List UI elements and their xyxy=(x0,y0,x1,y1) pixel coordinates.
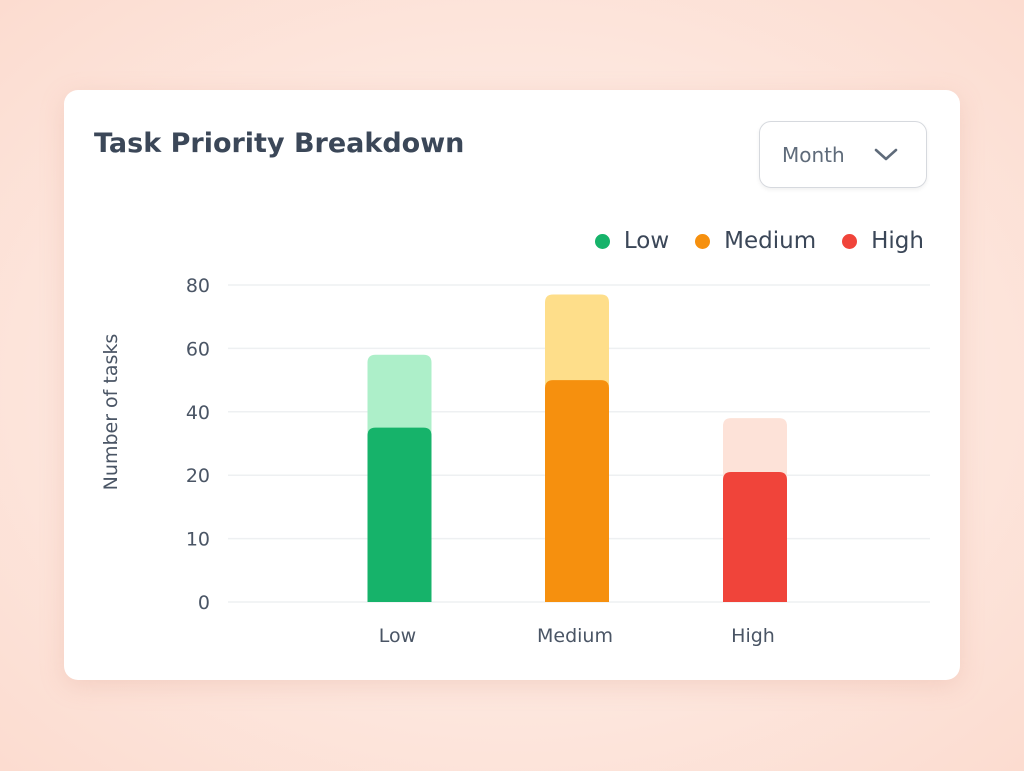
y-tick-label: 40 xyxy=(186,402,210,424)
legend-dot xyxy=(594,233,610,249)
bar-completed-high xyxy=(723,472,787,602)
legend-label: High xyxy=(871,228,924,254)
period-dropdown-value: Month xyxy=(782,142,845,167)
bar-completed-medium xyxy=(545,380,609,602)
period-dropdown[interactable]: Month xyxy=(759,121,927,188)
chart-card: Task Priority Breakdown Month Low Medium H… xyxy=(64,90,960,680)
legend-dot xyxy=(695,233,711,249)
y-tick-label: 60 xyxy=(186,338,210,360)
legend-item-medium: Medium xyxy=(695,228,816,254)
x-tick-label: High xyxy=(731,625,775,647)
y-axis-label: Number of tasks xyxy=(100,334,122,491)
y-tick-label: 20 xyxy=(186,465,210,487)
bar-completed-low xyxy=(367,427,432,602)
chevron-down-icon xyxy=(874,148,898,161)
x-tick-label: Medium xyxy=(537,625,613,647)
y-tick-label: 0 xyxy=(198,592,210,614)
legend-label: Low xyxy=(623,228,670,254)
y-tick-label: 80 xyxy=(186,275,210,297)
y-tick-label: 10 xyxy=(186,529,210,551)
legend-item-high: High xyxy=(842,228,924,254)
chart-legend: Low Medium High xyxy=(594,228,924,254)
card-title: Task Priority Breakdown xyxy=(94,128,465,159)
legend-item-low: Low xyxy=(594,228,670,254)
legend-dot xyxy=(842,233,858,249)
x-tick-label: Low xyxy=(379,625,416,647)
legend-label: Medium xyxy=(724,228,817,254)
